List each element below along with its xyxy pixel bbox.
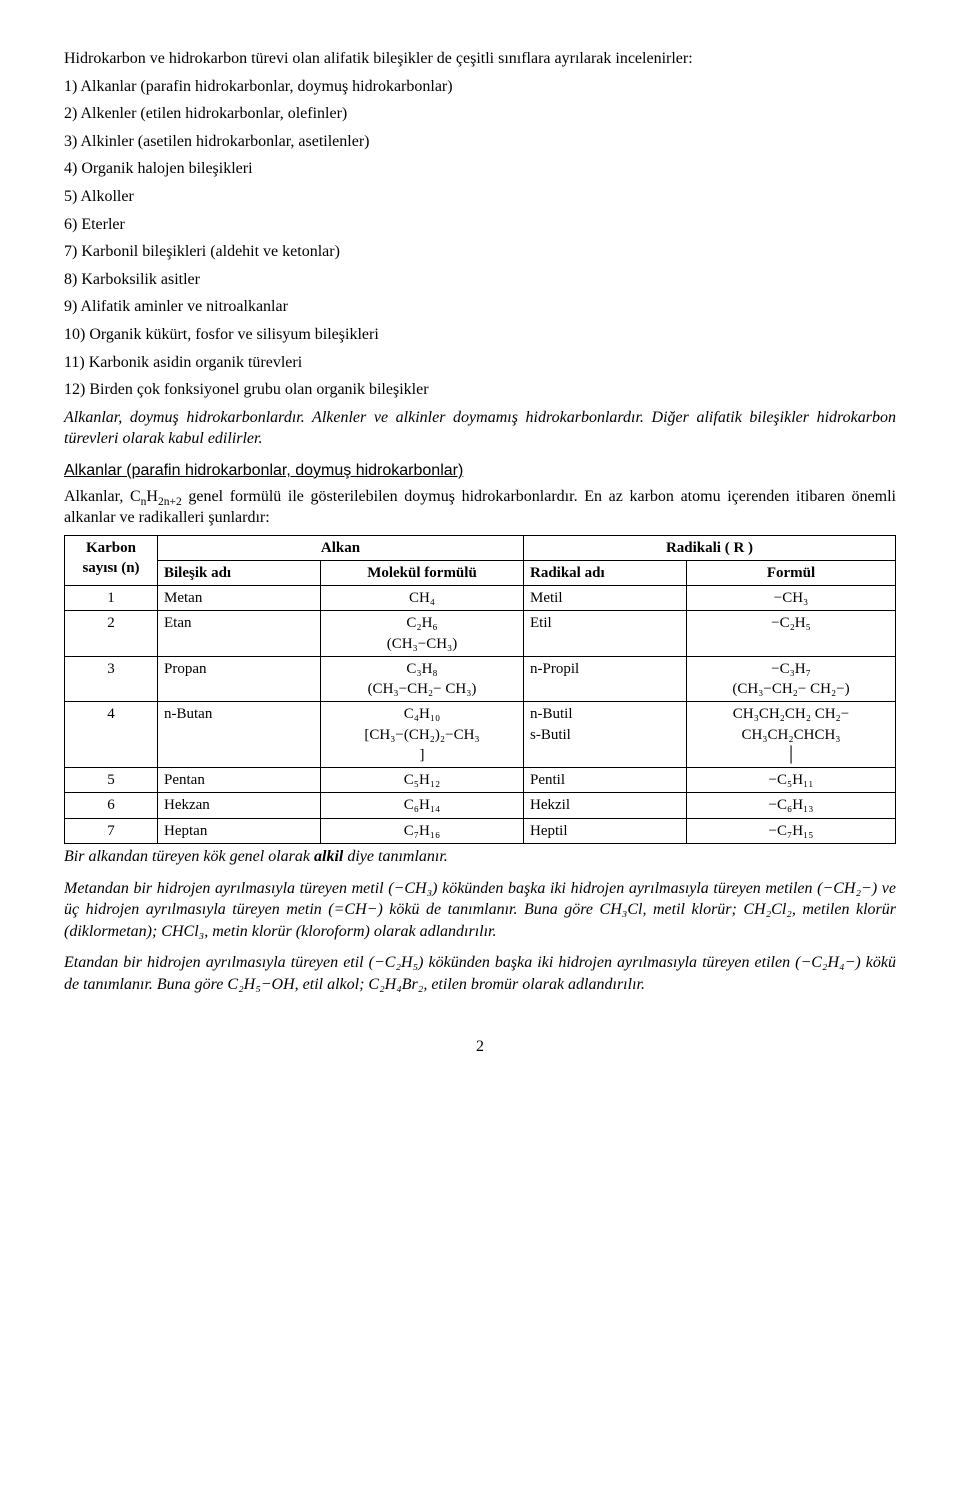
alkan-intro: Alkanlar, CnH2n+2 genel formülü ile göst… bbox=[64, 486, 896, 529]
cell-rad: Heptil bbox=[524, 818, 687, 843]
metan-paragraph: Metandan bir hidrojen ayrılmasıyla türey… bbox=[64, 878, 896, 943]
cell-mf: C₂H₆(CH₃−CH₃) bbox=[321, 611, 524, 657]
classification-list: 1) Alkanlar (parafin hidrokarbonlar, doy… bbox=[64, 76, 896, 401]
table-row: 3PropanC₃H₈(CH₃−CH₂− CH₃)n-Propil−C₃H₇(C… bbox=[65, 656, 896, 702]
text: genel formülü ile gösterilebilen doymuş … bbox=[64, 488, 896, 527]
text: Alkanlar, C bbox=[64, 488, 141, 505]
cell-rf: −C₂H₅ bbox=[687, 611, 896, 657]
cell-rf: −CH₃ bbox=[687, 586, 896, 611]
sub-2n2: 2n+2 bbox=[158, 496, 182, 508]
list-item: 7) Karbonil bileşikleri (aldehit ve keto… bbox=[64, 241, 896, 263]
list-item: 5) Alkoller bbox=[64, 186, 896, 208]
list-item: 8) Karboksilik asitler bbox=[64, 269, 896, 291]
etan-paragraph: Etandan bir hidrojen ayrılmasıyla türeye… bbox=[64, 952, 896, 995]
page-number: 2 bbox=[64, 1036, 896, 1058]
cell-rf: −C₃H₇(CH₃−CH₂− CH₂−) bbox=[687, 656, 896, 702]
table-row: 6HekzanC₆H₁₄Hekzil−C₆H₁₃ bbox=[65, 793, 896, 818]
th-karbon: Karbon sayısı (n) bbox=[65, 535, 158, 586]
cell-name: Hekzan bbox=[158, 793, 321, 818]
cell-mf: C₅H₁₂ bbox=[321, 768, 524, 793]
table-row: 1MetanCH₄Metil−CH₃ bbox=[65, 586, 896, 611]
list-item: 3) Alkinler (asetilen hidrokarbonlar, as… bbox=[64, 131, 896, 153]
cell-rf: CH₃CH₂CH₂ CH₂−CH₃CH₂CHCH₃│ bbox=[687, 702, 896, 768]
th-radikal-adi: Radikal adı bbox=[524, 560, 687, 585]
table-row: 2EtanC₂H₆(CH₃−CH₃)Etil−C₂H₅ bbox=[65, 611, 896, 657]
list-item: 2) Alkenler (etilen hidrokarbonlar, olef… bbox=[64, 103, 896, 125]
cell-n: 2 bbox=[65, 611, 158, 657]
list-item: 11) Karbonik asidin organik türevleri bbox=[64, 352, 896, 374]
th-alkan: Alkan bbox=[158, 535, 524, 560]
cell-rad: Metil bbox=[524, 586, 687, 611]
cell-n: 6 bbox=[65, 793, 158, 818]
cell-name: n-Butan bbox=[158, 702, 321, 768]
cell-name: Heptan bbox=[158, 818, 321, 843]
cell-rf: −C₅H₁₁ bbox=[687, 768, 896, 793]
list-item: 10) Organik kükürt, fosfor ve silisyum b… bbox=[64, 324, 896, 346]
post-table-note: Bir alkandan türeyen kök genel olarak al… bbox=[64, 846, 896, 868]
intro-paragraph: Hidrokarbon ve hidrokarbon türevi olan a… bbox=[64, 48, 896, 70]
cell-rad: Hekzil bbox=[524, 793, 687, 818]
section-heading: Alkanlar (parafin hidrokarbonlar, doymuş… bbox=[64, 460, 896, 482]
cell-n: 1 bbox=[65, 586, 158, 611]
cell-rad: Pentil bbox=[524, 768, 687, 793]
cell-mf: C₆H₁₄ bbox=[321, 793, 524, 818]
th-radikal: Radikali ( R ) bbox=[524, 535, 896, 560]
cell-rf: −C₆H₁₃ bbox=[687, 793, 896, 818]
list-item: 9) Alifatik aminler ve nitroalkanlar bbox=[64, 296, 896, 318]
cell-name: Pentan bbox=[158, 768, 321, 793]
th-molekul: Molekül formülü bbox=[321, 560, 524, 585]
cell-mf: C₃H₈(CH₃−CH₂− CH₃) bbox=[321, 656, 524, 702]
cell-n: 7 bbox=[65, 818, 158, 843]
table-row: 4n-ButanC₄H₁₀[CH₃−(CH₂)₂−CH₃]n-Butils-Bu… bbox=[65, 702, 896, 768]
cell-rad: Etil bbox=[524, 611, 687, 657]
cell-mf: CH₄ bbox=[321, 586, 524, 611]
th-bilesik: Bileşik adı bbox=[158, 560, 321, 585]
table-row: 5PentanC₅H₁₂Pentil−C₅H₁₁ bbox=[65, 768, 896, 793]
alkan-table: Karbon sayısı (n) Alkan Radikali ( R ) B… bbox=[64, 535, 896, 844]
list-item: 12) Birden çok fonksiyonel grubu olan or… bbox=[64, 379, 896, 401]
table-row: 7HeptanC₇H₁₆Heptil−C₇H₁₅ bbox=[65, 818, 896, 843]
cell-mf: C₄H₁₀[CH₃−(CH₂)₂−CH₃] bbox=[321, 702, 524, 768]
cell-rad: n-Propil bbox=[524, 656, 687, 702]
cell-name: Etan bbox=[158, 611, 321, 657]
list-item: 6) Eterler bbox=[64, 214, 896, 236]
cell-n: 5 bbox=[65, 768, 158, 793]
cell-n: 3 bbox=[65, 656, 158, 702]
cell-name: Propan bbox=[158, 656, 321, 702]
list-item: 1) Alkanlar (parafin hidrokarbonlar, doy… bbox=[64, 76, 896, 98]
text: H bbox=[146, 488, 158, 505]
cell-rf: −C₇H₁₅ bbox=[687, 818, 896, 843]
cell-name: Metan bbox=[158, 586, 321, 611]
list-item: 4) Organik halojen bileşikleri bbox=[64, 158, 896, 180]
th-formul: Formül bbox=[687, 560, 896, 585]
cell-mf: C₇H₁₆ bbox=[321, 818, 524, 843]
cell-rad: n-Butils-Butil bbox=[524, 702, 687, 768]
italic-note-1: Alkanlar, doymuş hidrokarbonlardır. Alke… bbox=[64, 407, 896, 450]
cell-n: 4 bbox=[65, 702, 158, 768]
